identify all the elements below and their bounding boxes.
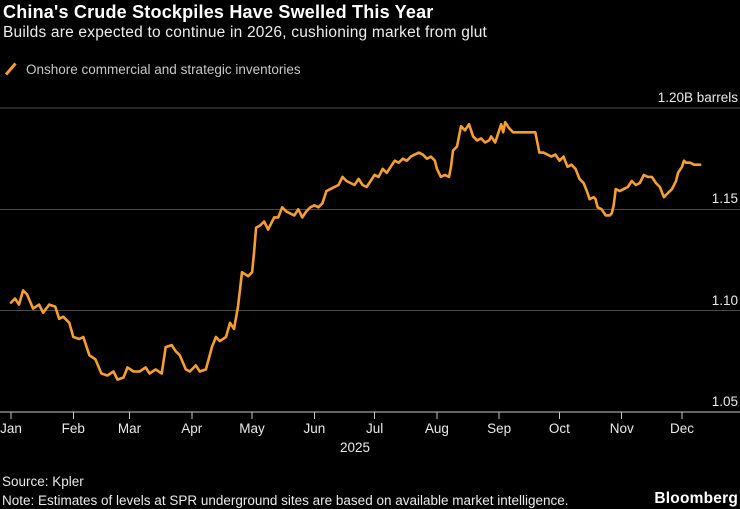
x-tick-label: Sep [487, 421, 512, 436]
chart-subtitle: Builds are expected to continue in 2026,… [3, 24, 488, 41]
series-line [9, 120, 702, 381]
x-tick-label: Apr [181, 421, 203, 436]
x-tick-label: Nov [609, 421, 634, 436]
x-tick-label: Aug [424, 421, 449, 436]
note-text: Note: Estimates of levels at SPR undergr… [2, 493, 569, 508]
chart-title: China's Crude Stockpiles Have Swelled Th… [3, 2, 434, 22]
x-tick-label: Mar [117, 421, 142, 436]
x-tick-label: Feb [61, 421, 85, 436]
series-marker-icon [4, 62, 17, 76]
y-axis-label: 1.15 [711, 191, 738, 207]
x-axis-year-label: 2025 [339, 440, 371, 455]
legend: Onshore commercial and strategic invento… [4, 61, 301, 77]
y-axis-label: 1.20B barrels [657, 90, 738, 105]
x-tick-label: Jun [303, 421, 326, 436]
y-axis-label: 1.10 [711, 292, 738, 308]
x-tick-label: Jul [365, 421, 384, 436]
x-tick-label: May [239, 421, 265, 436]
x-tick-label: Oct [548, 421, 570, 436]
y-axis-label: 1.05 [711, 394, 738, 409]
footer-row: Note: Estimates of levels at SPR undergr… [2, 490, 738, 508]
x-tick-label: Dec [669, 421, 694, 436]
x-tick-label: Jan [0, 421, 22, 436]
legend-label: Onshore commercial and strategic invento… [26, 61, 301, 77]
source-text: Source: Kpler [2, 474, 84, 489]
bloomberg-logo: Bloomberg [654, 490, 738, 507]
